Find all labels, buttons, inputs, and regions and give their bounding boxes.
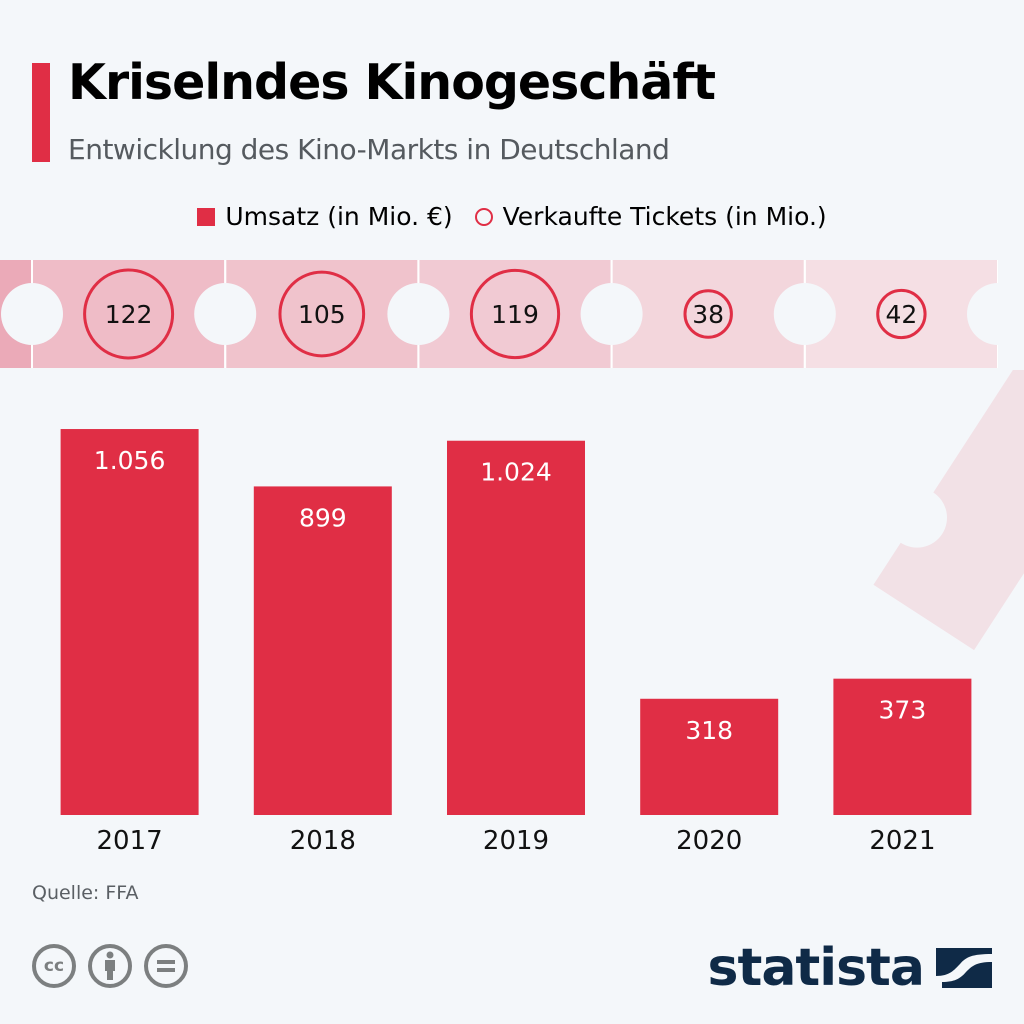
chart-subtitle: Entwicklung des Kino-Markts in Deutschla…: [68, 133, 670, 166]
ticket-hole: [194, 283, 257, 345]
circle-swatch-icon: [474, 207, 493, 226]
ticket-segment: [612, 260, 804, 368]
ticket-circle-marker: [469, 268, 561, 360]
x-tick-label: 2018: [290, 826, 356, 856]
ticket-value-label: 42: [885, 300, 917, 329]
statista-logo[interactable]: statista: [708, 942, 992, 994]
revenue-value-label: 373: [879, 696, 927, 725]
ticket-hole: [1, 283, 63, 345]
ticket-strip: 122 105 119 38 42: [0, 258, 1024, 370]
revenue-value-label: 1.024: [480, 458, 552, 487]
legend-label-revenue: Umsatz (in Mio. €): [225, 202, 453, 231]
x-axis-labels: 2017 2018 2019 2020 2021: [97, 826, 936, 856]
ticket-circle-marker: [683, 289, 733, 339]
statista-logo-icon: [936, 948, 992, 988]
chart-title: Kriselndes Kinogeschäft: [68, 54, 716, 111]
cc-icon[interactable]: cc: [32, 944, 76, 988]
ticket-circle-marker: [278, 270, 366, 358]
revenue-value-label: 899: [299, 503, 347, 532]
logo-text: statista: [707, 938, 925, 998]
legend: Umsatz (in Mio. €) Verkaufte Tickets (in…: [0, 202, 1024, 231]
license-icons[interactable]: cc: [32, 944, 188, 988]
strip-end: [998, 258, 1024, 370]
revenue-bar: [640, 698, 779, 815]
ticket-circle-marker: [83, 268, 175, 360]
revenue-bar: [447, 440, 585, 815]
revenue-bar: [833, 678, 972, 815]
ticket-value-label: 119: [491, 300, 539, 329]
ticket-segment: [419, 260, 611, 368]
ticket-segment: [805, 260, 997, 368]
ticket-decoration-icon: [873, 349, 1024, 651]
source-text: Quelle: FFA: [32, 882, 139, 904]
revenue-value-label: 1.056: [94, 446, 166, 475]
title-accent-bar: [32, 63, 50, 162]
ticket-segment: [226, 260, 418, 368]
revenue-bar: [253, 486, 392, 815]
x-tick-label: 2021: [869, 826, 935, 856]
revenue-value-label: 318: [685, 716, 733, 745]
x-tick-label: 2019: [483, 826, 549, 856]
x-tick-label: 2020: [676, 826, 742, 856]
ticket-hole: [580, 283, 643, 345]
ticket-value-label: 105: [298, 300, 346, 329]
ticket-hole: [773, 283, 836, 345]
legend-label-tickets: Verkaufte Tickets (in Mio.): [502, 202, 827, 231]
attribution-icon[interactable]: [88, 944, 132, 988]
ticket-value-label: 38: [692, 300, 724, 329]
ticket-circle-marker: [876, 288, 927, 340]
no-derivatives-icon[interactable]: [144, 944, 188, 988]
x-tick-label: 2017: [97, 826, 163, 856]
legend-item-tickets: Verkaufte Tickets (in Mio.): [474, 202, 827, 231]
ticket-value-label: 122: [105, 300, 153, 329]
bars-group: 1.056 899 1.024 318 373: [60, 429, 972, 815]
square-swatch-icon: [197, 207, 216, 226]
legend-item-revenue: Umsatz (in Mio. €): [197, 202, 453, 231]
revenue-bar: [60, 429, 199, 815]
ticket-segment: [33, 260, 225, 368]
ticket-hole: [387, 283, 450, 345]
